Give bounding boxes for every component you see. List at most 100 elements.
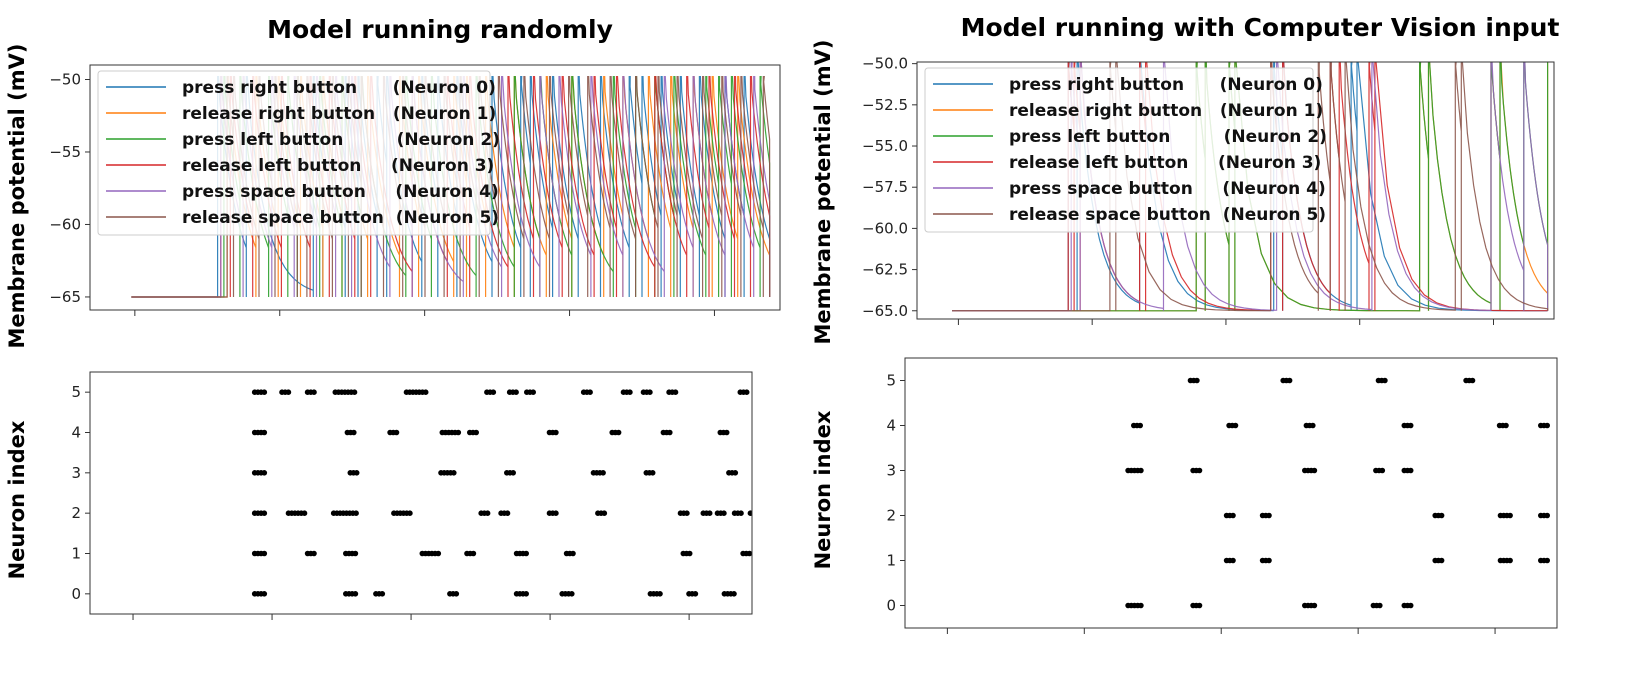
spike-dot	[530, 389, 536, 396]
spike-dot	[601, 510, 608, 516]
spike-dot	[1138, 467, 1144, 474]
spike-dot	[311, 550, 317, 557]
spike-dot	[1230, 557, 1236, 564]
spike-dot	[746, 550, 752, 557]
spike-dot	[627, 389, 633, 396]
left-column-title: Model running randomly	[267, 15, 613, 44]
spike-dot	[732, 470, 739, 476]
y-tick-label: 3	[71, 464, 81, 482]
legend-label-neuron-4: press space button (Neuron 4)	[182, 182, 499, 202]
legend-label-neuron-3: release left button (Neuron 3)	[1009, 153, 1321, 173]
y-tick-label: 0	[71, 585, 81, 603]
spike-dot	[706, 510, 713, 516]
spike-dot	[1310, 422, 1316, 429]
spike-dot	[523, 591, 529, 597]
spike-dot	[351, 389, 358, 396]
legend-label-neuron-2: press left button (Neuron 2)	[1009, 127, 1327, 147]
y-tick-label: −52.5	[862, 96, 908, 114]
legend-label-neuron-5: release space button (Neuron 5)	[182, 208, 499, 228]
spike-dot	[261, 550, 268, 557]
spike-dot	[731, 591, 737, 597]
y-tick-label: 1	[886, 552, 896, 570]
y-tick-label: −65	[49, 288, 81, 306]
spike-dot	[435, 550, 442, 557]
spike-dot	[686, 550, 693, 557]
y-tick-label: 4	[886, 417, 896, 435]
spike-dot	[453, 591, 460, 597]
spike-dot	[684, 510, 690, 516]
legend: press right button (Neuron 0) release rig…	[924, 67, 1327, 233]
spike-dot	[723, 429, 730, 436]
spike-dot	[351, 429, 357, 436]
spike-raster-random-plot: 0 1 2 3 4 5	[71, 371, 753, 620]
y-tick-label: 2	[886, 507, 896, 525]
y-tick-label: 1	[71, 545, 81, 563]
spike-dot	[352, 591, 359, 597]
spike-dot	[504, 510, 511, 516]
spike-dot	[649, 470, 656, 476]
data-layer	[1125, 377, 1550, 609]
spike-dot	[692, 591, 699, 597]
y-tick-label: 4	[71, 424, 81, 442]
spike-dot	[647, 389, 653, 396]
spike-dot	[1137, 422, 1143, 429]
spike-dot	[587, 389, 593, 396]
spike-dot	[407, 510, 413, 516]
spike-dot	[311, 389, 317, 396]
spike-dot	[1407, 467, 1414, 474]
y-tick-label: −50	[49, 70, 81, 88]
spike-dot	[1503, 422, 1509, 429]
spike-dot	[451, 470, 457, 476]
spike-dot	[570, 550, 576, 557]
spike-dot	[553, 510, 559, 516]
spike-dot	[1438, 512, 1445, 519]
right-column-title: Model running with Computer Vision input	[961, 13, 1560, 42]
spike-dot	[569, 591, 575, 597]
right-top-y-axis-label: Membrane potential (mV)	[811, 39, 835, 344]
spike-dot	[261, 510, 268, 516]
legend-label-neuron-2: press left button (Neuron 2)	[182, 130, 500, 150]
spike-dot	[422, 389, 429, 396]
spike-dot	[1438, 557, 1445, 564]
spike-dot	[261, 389, 268, 396]
spike-dot	[301, 510, 308, 516]
y-tick-label: −60.0	[862, 219, 908, 237]
legend-label-neuron-0: press right button (Neuron 0)	[182, 78, 496, 98]
y-tick-label: −55	[49, 143, 81, 161]
axes-frame	[916, 61, 1555, 320]
series-line-neuron-5	[952, 62, 1549, 312]
spike-dot	[353, 510, 359, 516]
spike-dot	[657, 591, 663, 597]
y-tick-label: 3	[886, 462, 896, 480]
spike-dot	[393, 429, 400, 436]
spike-dot	[352, 550, 359, 557]
spike-dot	[1407, 422, 1414, 429]
spike-dot	[1382, 377, 1388, 384]
spike-dot	[1379, 467, 1386, 474]
spike-dot	[1507, 557, 1513, 564]
series-line-neuron-0	[131, 76, 771, 298]
left-top-y-axis-label: Membrane potential (mV)	[5, 43, 29, 348]
spike-dot	[1311, 602, 1318, 609]
spike-dot	[484, 510, 491, 516]
spike-dot	[513, 389, 519, 396]
y-tick-label: 2	[71, 504, 81, 522]
spike-dot	[615, 429, 622, 436]
spike-dot	[261, 591, 268, 597]
spike-dot	[1286, 377, 1293, 384]
y-tick-label: −62.5	[862, 261, 908, 279]
spike-dot	[721, 510, 727, 516]
legend-label-neuron-1: release right button (Neuron 1)	[1009, 101, 1323, 121]
spike-dot	[1194, 377, 1200, 384]
y-tick-label: −60	[49, 215, 81, 233]
spike-dot	[1266, 557, 1272, 564]
spike-dot	[1266, 512, 1272, 519]
y-tick-label: −50.0	[862, 55, 908, 73]
legend-label-neuron-3: release left button (Neuron 3)	[182, 156, 494, 176]
spike-dot	[353, 470, 360, 476]
spike-dot	[1138, 602, 1144, 609]
spike-dot	[473, 429, 480, 436]
spike-dot	[1230, 512, 1236, 519]
spike-dot	[1196, 602, 1203, 609]
